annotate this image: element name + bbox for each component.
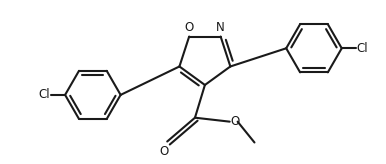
Text: O: O [185,20,194,34]
Text: N: N [216,20,225,34]
Text: Cl: Cl [39,88,50,101]
Text: O: O [160,145,169,158]
Text: Cl: Cl [357,42,368,55]
Text: O: O [231,115,240,128]
